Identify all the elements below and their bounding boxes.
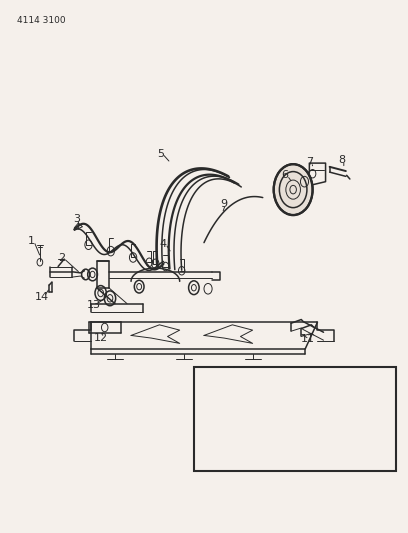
Text: 5: 5 <box>157 149 164 158</box>
Text: 7: 7 <box>306 157 313 167</box>
Bar <box>194 367 397 471</box>
Text: 1: 1 <box>28 236 35 246</box>
Text: 2: 2 <box>58 253 65 263</box>
Text: 11: 11 <box>300 334 314 344</box>
Text: 12: 12 <box>93 333 108 343</box>
Text: 10: 10 <box>252 405 266 415</box>
Text: 6: 6 <box>282 171 288 180</box>
Text: 9: 9 <box>220 199 227 209</box>
Text: 13: 13 <box>87 300 101 310</box>
Text: 4114 3100: 4114 3100 <box>17 16 65 25</box>
Text: 4: 4 <box>160 239 167 249</box>
Text: 3: 3 <box>73 214 80 224</box>
Text: 14: 14 <box>35 292 49 302</box>
Circle shape <box>274 164 313 215</box>
Text: 8: 8 <box>338 156 345 165</box>
